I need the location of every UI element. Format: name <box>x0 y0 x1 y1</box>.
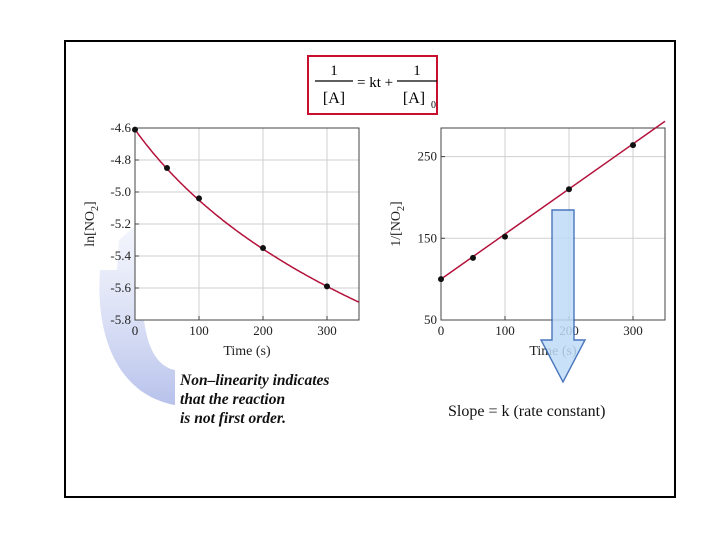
y-tick-label: -5.6 <box>110 280 131 295</box>
x-tick-label: 300 <box>317 323 337 338</box>
y-tick-label: -5.4 <box>110 248 131 263</box>
x-tick-label: 100 <box>189 323 209 338</box>
y-tick-label: -5.2 <box>110 216 131 231</box>
y-tick-label: 50 <box>424 312 437 327</box>
annotation-line: that the reaction <box>180 391 286 408</box>
integrated-rate-law-formula: 1 [A] = kt + 1 [A] 0 <box>307 55 438 115</box>
non-linearity-annotation: Non–linearity indicates that the reactio… <box>180 371 329 428</box>
formula-svg: 1 [A] = kt + 1 [A] 0 <box>315 63 437 111</box>
y-tick-label: -4.6 <box>110 120 131 135</box>
x-tick-label: 0 <box>132 323 139 338</box>
slope-label: Slope = k (rate constant) <box>448 403 606 420</box>
formula-subscript: 0 <box>431 100 436 111</box>
y-tick-label: 150 <box>418 230 438 245</box>
data-point <box>502 233 508 240</box>
data-point <box>438 276 444 283</box>
data-point <box>566 186 572 193</box>
y-axis-label: 1/[NO2] <box>389 201 407 246</box>
annotation-line: is not first order. <box>180 410 286 427</box>
reciprocal-concentration-chart: 010020030025015050Time (s)1/[NO2] <box>389 120 666 359</box>
formula-numerator-left: 1 <box>330 63 338 79</box>
y-tick-label: 250 <box>418 149 438 164</box>
y-tick-label: -5.0 <box>110 184 131 199</box>
annotation-line: Non–linearity indicates <box>180 372 330 389</box>
data-point <box>260 245 266 251</box>
formula-denominator-left: [A] <box>323 90 345 107</box>
fit-line <box>440 120 666 280</box>
x-axis-label: Time (s) <box>223 344 271 359</box>
data-point <box>196 195 202 202</box>
ln-concentration-chart: 0 100 200 300 -4.6 -4.8 -5.0 -5.2 -5.4 -5.6 -5.8 Ti… <box>83 120 360 359</box>
formula-denominator-right: [A] <box>403 90 425 107</box>
data-point <box>630 142 636 149</box>
x-tick-label: 300 <box>623 323 643 338</box>
y-axis-label: ln[NO2] <box>83 201 101 246</box>
x-tick-label: 200 <box>253 323 273 338</box>
data-curve <box>134 129 360 303</box>
x-tick-label: 0 <box>438 323 445 338</box>
formula-middle: = kt + <box>357 75 393 91</box>
data-point <box>132 126 138 133</box>
data-point <box>164 165 170 171</box>
x-tick-label: 100 <box>495 323 515 338</box>
y-tick-label: -5.8 <box>110 312 131 327</box>
data-point <box>470 254 476 261</box>
data-point <box>324 283 330 290</box>
y-tick-label: -4.8 <box>110 152 131 167</box>
formula-numerator-right: 1 <box>413 63 421 79</box>
slope-down-arrow <box>539 209 587 384</box>
